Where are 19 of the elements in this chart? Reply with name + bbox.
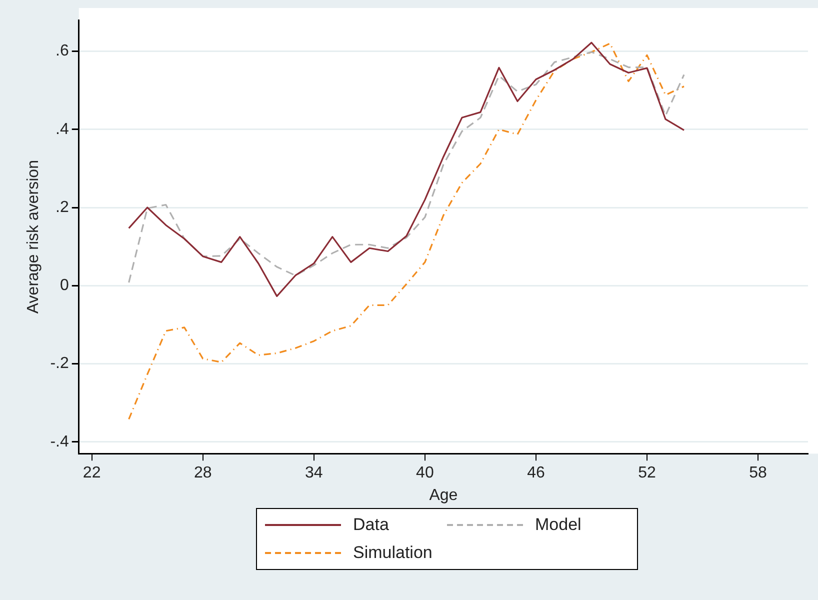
y-tick-label: -.2 (50, 355, 69, 372)
legend-label: Simulation (353, 543, 432, 563)
y-tick-label: .2 (56, 198, 69, 216)
y-tick-label: .6 (56, 42, 69, 60)
x-tick-label: 22 (82, 464, 101, 482)
x-tick-label: 34 (304, 464, 323, 482)
y-tick-label: -.4 (50, 433, 69, 450)
y-axis-title: Average risk aversion (25, 160, 42, 314)
x-tick-label: 46 (527, 464, 545, 482)
x-tick-label: 28 (194, 464, 212, 482)
y-tick-label: 0 (60, 277, 69, 294)
y-tick-label: .4 (56, 120, 69, 138)
x-axis-title: Age (429, 486, 458, 504)
legend-label: Model (535, 515, 582, 535)
x-tick-label: 52 (638, 464, 656, 482)
legend-label: Data (353, 515, 389, 535)
line-series (128, 42, 685, 420)
x-tick-label: 40 (416, 464, 434, 482)
x-tick-label: 58 (749, 464, 768, 482)
